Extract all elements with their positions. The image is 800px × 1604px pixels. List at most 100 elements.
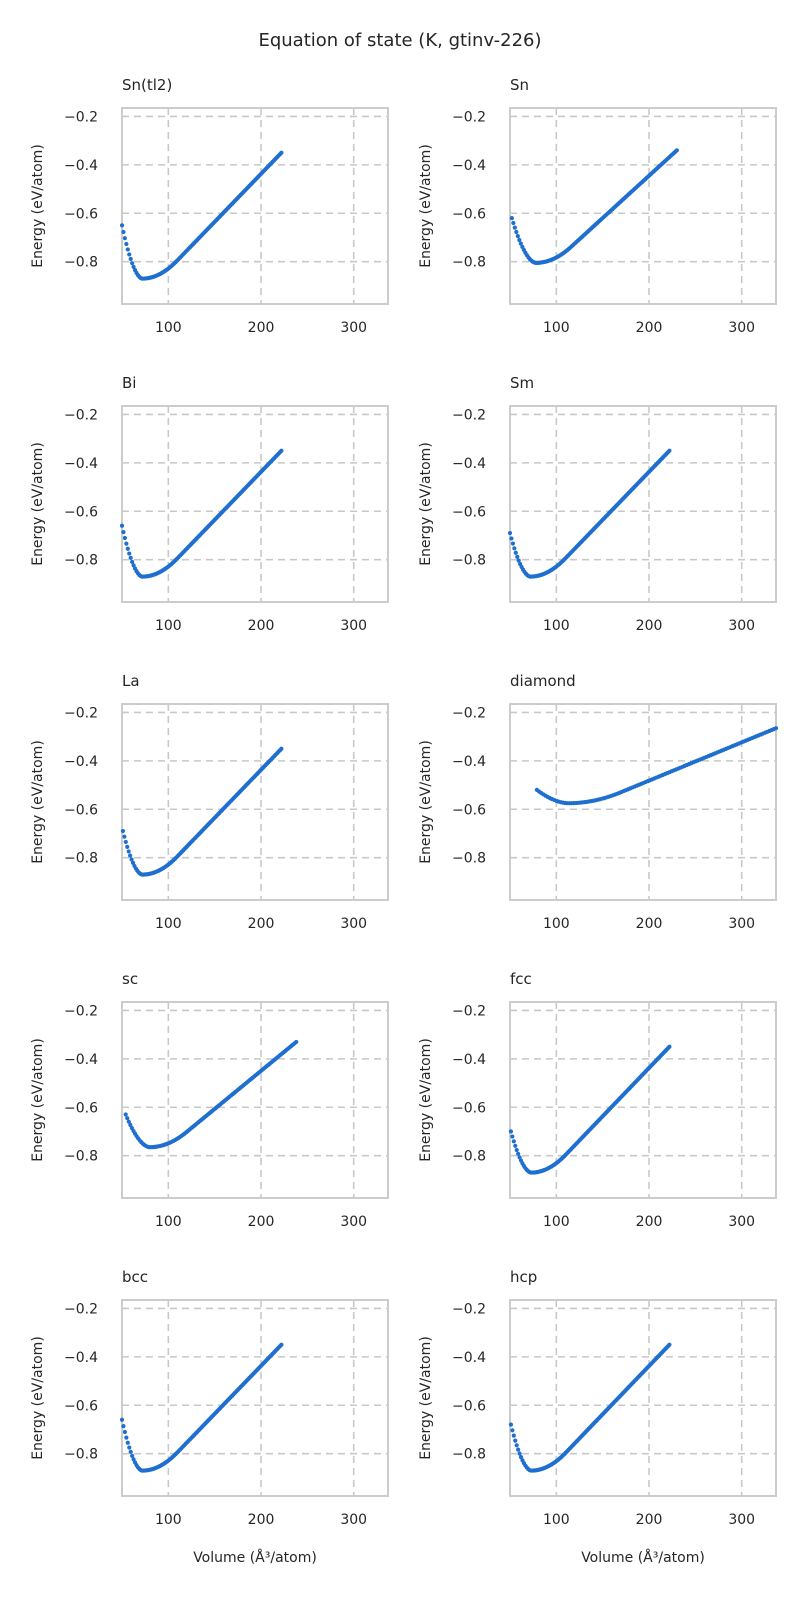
- data-point: [509, 536, 514, 541]
- data-point: [516, 558, 521, 563]
- x-tick-label: 100: [543, 916, 570, 932]
- data-point: [667, 448, 672, 453]
- plot-frame: [509, 405, 777, 603]
- y-tick-label: −0.2: [452, 705, 486, 721]
- data-point: [126, 849, 131, 854]
- data-point: [510, 1134, 515, 1139]
- data-point: [124, 541, 129, 546]
- subplot-sn-tl2-: Sn(tl2) 100 200 300 −0.2 −0.4 −0.6 −0.8 Energy (…: [30, 76, 389, 336]
- plot-frame: [509, 703, 777, 901]
- x-tick-label: 200: [636, 1512, 663, 1528]
- data-point: [127, 252, 132, 257]
- data-point: [125, 1116, 130, 1121]
- x-tick-label: 200: [636, 320, 663, 336]
- y-tick-label: −0.6: [452, 206, 486, 222]
- x-axis-label: Volume (Å³/atom): [581, 1549, 705, 1566]
- data-point: [509, 216, 514, 221]
- data-point: [119, 523, 125, 528]
- x-tick-label: 100: [155, 618, 182, 634]
- data-point: [511, 1139, 516, 1144]
- y-tick-label: −0.2: [64, 705, 98, 721]
- data-point: [517, 1155, 522, 1160]
- data-point: [121, 529, 126, 535]
- x-tick-label: 100: [155, 1214, 182, 1230]
- x-tick-label: 100: [543, 1512, 570, 1528]
- subplot-la: La 100 200 300 −0.2 −0.4 −0.6 −0.8 Energy (eV/at…: [30, 672, 389, 932]
- y-tick-label: −0.4: [452, 1350, 486, 1366]
- data-point: [124, 241, 129, 247]
- data-point: [122, 1429, 127, 1435]
- subplot-title: fcc: [510, 970, 532, 988]
- plot-frame: [121, 107, 389, 305]
- data-point: [518, 241, 523, 246]
- data-point: [120, 828, 126, 834]
- data-point: [512, 546, 517, 551]
- y-tick-label: −0.2: [64, 109, 98, 125]
- y-tick-label: −0.8: [452, 553, 486, 569]
- data-point: [130, 261, 135, 266]
- x-tick-label: 200: [248, 1214, 275, 1230]
- data-point: [128, 555, 133, 561]
- data-point: [510, 541, 515, 546]
- subplot-title: diamond: [510, 672, 576, 690]
- subplot-bcc: bcc 100 200 300 −0.2 −0.4 −0.6 −0.8 Energy (eV/a…: [30, 1268, 389, 1566]
- y-tick-label: −0.8: [64, 255, 98, 271]
- y-tick-label: −0.8: [452, 1447, 486, 1463]
- plot-frame: [121, 1001, 389, 1199]
- x-tick-label: 100: [155, 1512, 182, 1528]
- y-axis-label: Energy (eV/atom): [418, 1038, 434, 1162]
- x-tick-label: 200: [636, 916, 663, 932]
- subplot-title: Sn(tl2): [122, 76, 172, 94]
- x-tick-label: 300: [340, 1214, 367, 1230]
- y-tick-label: −0.8: [64, 1447, 98, 1463]
- subplot-sn: Sn 100 200 300 −0.2 −0.4 −0.6 −0.8 Energy (eV/at…: [418, 76, 777, 336]
- plot-frame: [121, 703, 389, 901]
- data-point: [514, 229, 519, 235]
- x-axis-label: Volume (Å³/atom): [193, 1549, 317, 1566]
- data-point: [279, 150, 284, 155]
- data-point: [510, 1428, 515, 1433]
- data-point: [516, 1151, 521, 1156]
- subplot-title: sc: [122, 970, 138, 988]
- data-point: [123, 1112, 128, 1117]
- y-tick-label: −0.8: [64, 1149, 98, 1165]
- data-point: [667, 1044, 672, 1049]
- y-tick-label: −0.6: [452, 1398, 486, 1414]
- data-point: [513, 1143, 518, 1148]
- subplot-title: Bi: [122, 374, 136, 392]
- data-point: [773, 726, 779, 731]
- data-point: [294, 1039, 299, 1045]
- data-point: [513, 1438, 518, 1443]
- y-tick-label: −0.6: [452, 802, 486, 818]
- y-tick-label: −0.6: [64, 206, 98, 222]
- y-axis-label: Energy (eV/atom): [418, 144, 434, 268]
- y-axis-label: Energy (eV/atom): [30, 1336, 46, 1460]
- plot-frame: [509, 1001, 777, 1199]
- y-tick-label: −0.4: [64, 456, 98, 472]
- y-tick-label: −0.4: [452, 1052, 486, 1068]
- y-tick-label: −0.2: [452, 109, 486, 125]
- y-axis-label: Energy (eV/atom): [418, 442, 434, 566]
- plot-frame: [509, 1299, 777, 1497]
- x-tick-label: 200: [636, 1214, 663, 1230]
- y-tick-label: −0.8: [452, 1149, 486, 1165]
- y-axis-label: Energy (eV/atom): [30, 144, 46, 268]
- x-tick-label: 300: [340, 320, 367, 336]
- data-point: [119, 1417, 125, 1422]
- subplot-bi: Bi 100 200 300 −0.2 −0.4 −0.6 −0.8 Energy (eV/at…: [30, 374, 389, 634]
- x-tick-label: 200: [248, 320, 275, 336]
- y-axis-label: Energy (eV/atom): [30, 1038, 46, 1162]
- x-tick-label: 100: [543, 1214, 570, 1230]
- data-point: [508, 1422, 514, 1427]
- x-tick-label: 300: [340, 618, 367, 634]
- subplot-title: Sm: [510, 374, 534, 392]
- y-tick-label: −0.4: [452, 456, 486, 472]
- x-tick-label: 300: [728, 320, 755, 336]
- y-tick-label: −0.8: [452, 255, 486, 271]
- subplot-title: bcc: [122, 1268, 148, 1286]
- x-tick-label: 200: [248, 1512, 275, 1528]
- x-tick-label: 300: [728, 1512, 755, 1528]
- y-tick-label: −0.4: [452, 754, 486, 770]
- y-tick-label: −0.6: [64, 504, 98, 520]
